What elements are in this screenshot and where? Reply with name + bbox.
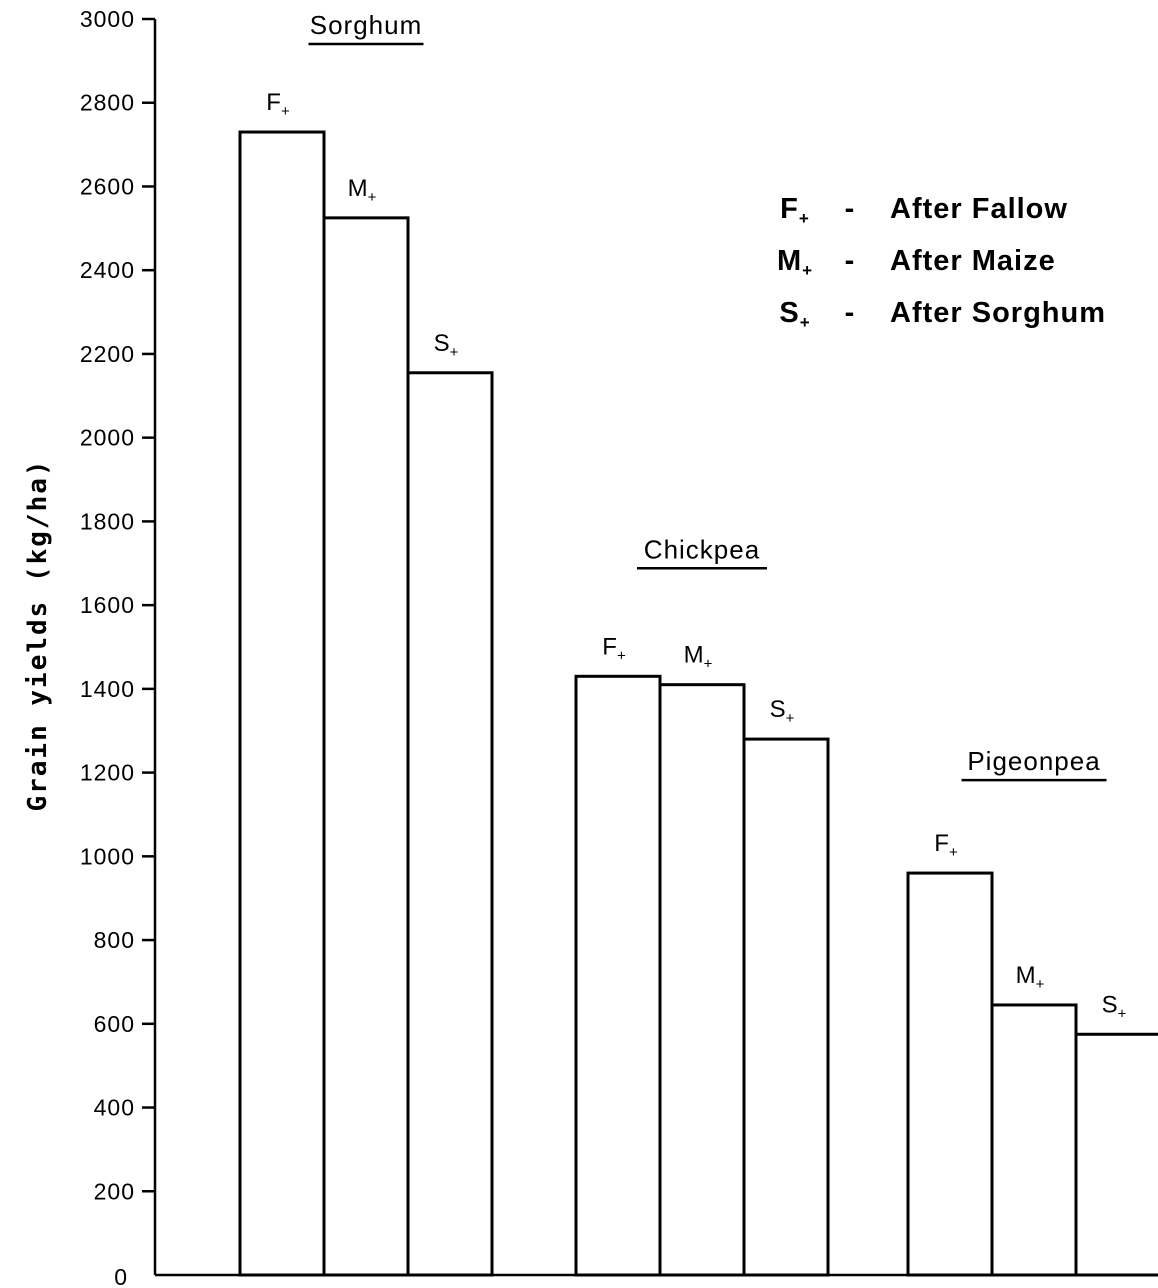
group-title: Chickpea [644, 534, 760, 564]
y-tick-label: 0 [114, 1264, 128, 1288]
y-tick-label: 600 [94, 1011, 135, 1037]
legend-dash: - [845, 193, 856, 225]
bar-label: M+ [1016, 962, 1045, 993]
bar-label: M+ [684, 642, 713, 673]
y-tick-label: 2400 [80, 257, 135, 283]
bar-label: S+ [434, 330, 459, 361]
bar [742, 737, 830, 1277]
y-tick-label: 2800 [80, 90, 135, 116]
y-tick-label: 2000 [80, 425, 135, 451]
bar [322, 216, 410, 1277]
legend-symbol: M+ [777, 245, 813, 280]
y-tick-label: 200 [94, 1178, 135, 1204]
y-tick-label: 1200 [80, 760, 135, 786]
y-axis-label: Grain yields (kg/ha) [23, 458, 53, 811]
y-tick-label: 1600 [80, 592, 135, 618]
legend-symbol: F+ [780, 193, 810, 228]
bar [238, 130, 326, 1277]
bars-layer: F+ M+ S+ F+ M+ S+ F+ M+ S+ [238, 89, 1158, 1277]
bar-label: S+ [1102, 991, 1127, 1022]
group-labels-layer: Sorghum Chickpea Pigeonpea [308, 10, 1107, 782]
group-title: Sorghum [310, 10, 423, 40]
y-tick-label: 3000 [80, 6, 135, 32]
bar-label: M+ [348, 175, 377, 206]
group-title: Pigeonpea [967, 746, 1100, 776]
y-tick-label: 1000 [80, 843, 135, 869]
legend-symbol: S+ [779, 297, 810, 332]
legend-dash: - [845, 245, 856, 277]
y-tick-label: 2600 [80, 173, 135, 199]
legend-text: After Sorghum [890, 297, 1106, 329]
bar [906, 871, 994, 1277]
y-axis: 0 200 400 600 800 1000 1200 1400 1600 1800 2000 220… [80, 6, 1158, 1288]
bar [658, 683, 746, 1277]
bar [990, 1003, 1078, 1277]
y-tick-label: 1400 [80, 676, 135, 702]
y-tick-label: 400 [94, 1095, 135, 1121]
bar-label: F+ [934, 830, 958, 861]
y-tick-label: 800 [94, 927, 135, 953]
y-tick-label: 2200 [80, 341, 135, 367]
bar [406, 371, 494, 1277]
bar-label: F+ [266, 89, 290, 120]
bar-label: F+ [602, 633, 626, 664]
bar-label: S+ [770, 696, 795, 727]
legend-dash: - [845, 297, 856, 329]
legend-text: After Maize [890, 245, 1056, 277]
y-tick-label: 1800 [80, 508, 135, 534]
legend: F+ - After Fallow M+ - After Maize S+ - After So… [777, 193, 1106, 332]
legend-text: After Fallow [890, 193, 1068, 225]
bar [1074, 1032, 1158, 1277]
bar [574, 674, 662, 1277]
